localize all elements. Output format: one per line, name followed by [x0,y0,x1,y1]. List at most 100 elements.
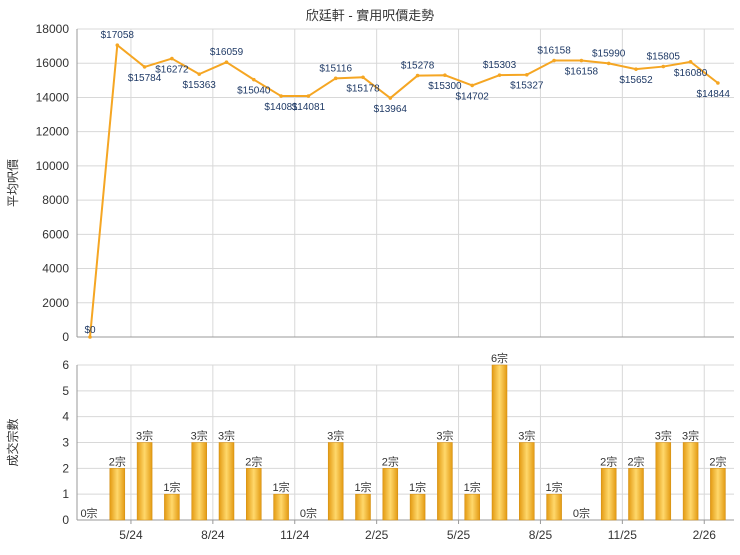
y-tick-label: 2 [62,461,69,475]
price-series-line [89,44,719,338]
price-point [525,72,529,77]
price-label: $0 [84,325,96,336]
price-label: $15805 [647,52,681,63]
y-tick-label: 14000 [36,90,70,104]
price-label: $13964 [374,104,408,115]
x-tick-label: 2/26 [693,528,717,542]
price-point [88,335,92,339]
y-tick-label: 1 [62,487,69,501]
price-point [279,94,283,98]
volume-bar [273,493,289,521]
volume-label: 3宗 [436,429,453,443]
volume-bar [464,493,480,521]
price-label: $17058 [101,30,135,41]
price-label: $15278 [401,61,435,72]
volume-label: 3宗 [655,429,672,443]
volume-label: 1宗 [273,480,290,494]
price-point [688,60,693,64]
y-tick-label: 6 [62,358,69,372]
price-point [170,56,174,61]
x-tick-label: 8/25 [529,528,553,542]
price-point [634,67,638,71]
volume-label: 1宗 [464,480,481,494]
volume-bar [355,493,371,521]
volume-bar [600,468,617,521]
volume-label: 0宗 [80,506,97,520]
y-tick-label: 5 [62,384,69,398]
volume-label: 2宗 [627,454,644,468]
volume-bar [491,364,508,521]
x-tick-label: 11/24 [280,528,309,542]
y-tick-label: 3 [62,436,69,450]
volume-bar [164,493,180,521]
x-tick-label: 5/24 [119,528,143,542]
volume-label: 1宗 [409,480,426,494]
y-tick-label: 6000 [42,227,69,241]
volume-label: 3宗 [136,429,153,443]
volume-label: 2宗 [382,454,399,468]
x-tick-label: 8/24 [201,528,225,542]
volume-bar [409,493,426,521]
volume-label: 1宗 [546,480,563,494]
volume-bar [109,468,126,521]
price-label: $16158 [565,67,599,78]
price-label: $15990 [592,48,626,59]
volume-label: 3宗 [327,429,344,443]
price-label: $16158 [537,46,571,57]
price-point [716,81,720,85]
volume-label: 1宗 [163,480,180,494]
volume-bar [136,442,153,521]
volume-label: 6宗 [491,351,508,365]
volume-label: 2宗 [600,454,617,468]
y-tick-label: 0 [62,513,69,527]
volume-label: 0宗 [573,506,590,520]
volume-bar [246,468,262,521]
volume-label: 2宗 [709,454,726,468]
price-point [361,75,365,80]
volume-label: 3宗 [518,429,535,443]
price-point [497,73,502,77]
price-point [306,94,311,98]
chart-title: 欣廷軒 - 實用呎價走勢 [306,8,435,23]
volume-bar [710,468,726,521]
volume-label: 3宗 [682,429,699,443]
price-point [115,43,120,47]
price-point [552,58,556,63]
y-tick-label: 4000 [42,262,69,276]
volume-bar [382,468,399,521]
y-tick-label: 10000 [36,159,70,173]
y-tick-label: 8000 [42,193,69,207]
price-point [579,58,584,63]
volume-bar [191,442,207,521]
price-label: $14081 [264,102,298,113]
volume-label: 3宗 [191,429,208,443]
price-label: $15652 [619,75,653,86]
price-label: $15178 [346,83,380,94]
y-tick-label: 18000 [36,22,70,36]
y-axis-label: 成交宗數 [5,418,20,466]
volume-label: 2宗 [245,454,262,468]
price-point [142,65,147,69]
volume-label: 1宗 [354,480,371,494]
price-point [333,76,338,81]
volume-bar [655,442,672,521]
volume-label: 3宗 [218,429,235,443]
price-label: $16272 [155,65,189,76]
y-tick-label: 4 [62,410,69,424]
price-label: $15300 [428,81,462,92]
volume-bar [327,442,344,521]
price-label: $15784 [128,73,162,84]
price-label: $15040 [237,86,271,97]
price-label: $15303 [483,60,517,71]
price-label: $15327 [510,81,544,92]
volume-bar [437,442,453,521]
price-label: $15116 [319,63,352,74]
volume-bar [546,493,562,521]
price-label: $14844 [697,89,731,100]
volume-bar [682,442,699,521]
y-tick-label: 0 [62,330,69,344]
price-point [415,73,420,78]
volume-bar [519,442,535,521]
